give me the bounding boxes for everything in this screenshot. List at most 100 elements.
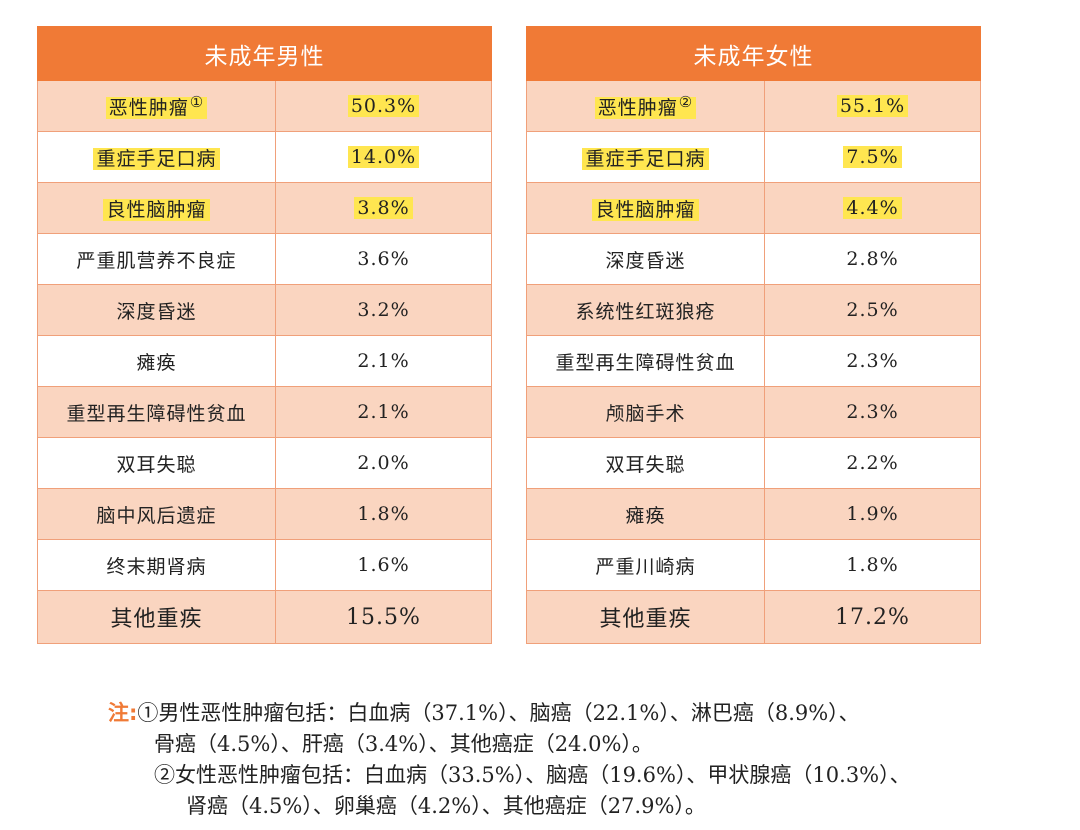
table-row: 瘫痪 1.9% [526,488,981,540]
table-row: 双耳失聪 2.0% [37,437,492,489]
table-row: 深度昏迷 2.8% [526,233,981,285]
table-row: 脑中风后遗症 1.8% [37,488,492,540]
highlight-mark: 4.4% [843,197,902,219]
disease-name: 脑中风后遗症 [96,504,217,527]
table-row: 终末期肾病 1.6% [37,539,492,591]
table-row: 重型再生障碍性贫血 2.1% [37,386,492,438]
percentage-cell: 17.2% [764,590,981,644]
percentage-value: 1.8% [846,554,899,576]
percentage-value: 3.2% [357,299,410,321]
percentage-cell: 2.1% [275,335,492,387]
percentage-cell: 2.3% [764,335,981,387]
percentage-cell: 7.5% [764,131,981,183]
percentage-value: 50.3% [350,95,417,117]
percentage-cell: 2.5% [764,284,981,336]
percentage-value: 2.1% [357,350,410,372]
percentage-cell: 2.8% [764,233,981,285]
disease-name: 颅脑手术 [605,402,686,425]
highlight-mark: 14.0% [347,146,420,168]
disease-name: 深度昏迷 [605,249,686,272]
female-table: 未成年女性 恶性肿瘤② 55.1% 重症手足口病 7.5% 良性脑肿瘤 4.4% 深度昏迷 2… [526,26,981,644]
table-row: 其他重疾 15.5% [37,590,492,644]
disease-name: 系统性红斑狼疮 [575,300,716,323]
disease-name-cell: 系统性红斑狼疮 [526,284,765,336]
percentage-cell: 2.3% [764,386,981,438]
percentage-value: 3.8% [357,197,410,219]
male-table: 未成年男性 恶性肿瘤① 50.3% 重症手足口病 14.0% 良性脑肿瘤 3.8% 严重肌营… [37,26,492,644]
table-row: 严重肌营养不良症 3.6% [37,233,492,285]
disease-name-cell: 重型再生障碍性贫血 [526,335,765,387]
table-row: 系统性红斑狼疮 2.5% [526,284,981,336]
highlight-mark: 7.5% [843,146,902,168]
percentage-value: 2.1% [357,401,410,423]
percentage-cell: 1.8% [764,539,981,591]
disease-name: 严重川崎病 [595,555,696,578]
table-row: 良性脑肿瘤 3.8% [37,182,492,234]
percentage-value: 2.5% [846,299,899,321]
percentage-cell: 1.8% [275,488,492,540]
percentage-value: 2.3% [846,350,899,372]
percentage-cell: 3.6% [275,233,492,285]
percentage-value: 4.4% [846,197,899,219]
table-row: 瘫痪 2.1% [37,335,492,387]
percentage-cell: 2.2% [764,437,981,489]
highlight-mark: 50.3% [347,95,420,117]
male-table-header: 未成年男性 [37,26,492,81]
disease-name-cell: 恶性肿瘤① [37,80,276,132]
highlight-mark: 55.1% [836,95,909,117]
highlight-mark: 良性脑肿瘤 [592,198,699,221]
percentage-cell: 15.5% [275,590,492,644]
table-row: 恶性肿瘤① 50.3% [37,80,492,132]
female-table-header: 未成年女性 [526,26,981,81]
disease-name: 良性脑肿瘤 [106,198,207,221]
percentage-cell: 50.3% [275,80,492,132]
disease-name-cell: 瘫痪 [526,488,765,540]
percentage-value: 1.6% [357,554,410,576]
percentage-value: 15.5% [346,604,421,630]
percentage-cell: 55.1% [764,80,981,132]
percentage-cell: 1.6% [275,539,492,591]
percentage-value: 14.0% [350,146,417,168]
disease-name-cell: 双耳失聪 [37,437,276,489]
percentage-value: 1.8% [357,503,410,525]
percentage-value: 2.3% [846,401,899,423]
disease-name-cell: 颅脑手术 [526,386,765,438]
disease-name: 重型再生障碍性贫血 [66,402,247,425]
disease-name: 良性脑肿瘤 [595,198,696,221]
highlight-mark: 恶性肿瘤① [105,93,208,119]
disease-name: 终末期肾病 [106,555,207,578]
disease-name-cell: 其他重疾 [37,590,276,644]
disease-name: 双耳失聪 [116,453,197,476]
percentage-cell: 2.0% [275,437,492,489]
disease-name: 重症手足口病 [585,147,706,170]
disease-name-cell: 恶性肿瘤② [526,80,765,132]
footnote-line-3: ②女性恶性肿瘤包括：白血病（33.5%）、脑癌（19.6%）、甲状腺癌（10.3… [154,763,911,787]
percentage-value: 2.0% [357,452,410,474]
footnote-line-1: 注:①男性恶性肿瘤包括：白血病（37.1%）、脑癌（22.1%）、淋巴癌（8.9… [108,698,1048,729]
table-row: 重型再生障碍性贫血 2.3% [526,335,981,387]
note-label: 注: [108,701,138,725]
disease-name: 重症手足口病 [96,147,217,170]
percentage-value: 3.6% [357,248,410,270]
percentage-value: 2.8% [846,248,899,270]
disease-name: 双耳失聪 [605,453,686,476]
percentage-cell: 3.8% [275,182,492,234]
percentage-cell: 4.4% [764,182,981,234]
percentage-value: 55.1% [839,95,906,117]
table-row: 恶性肿瘤② 55.1% [526,80,981,132]
disease-name-cell: 脑中风后遗症 [37,488,276,540]
footnote-marker: ① [189,92,205,111]
disease-name: 其他重疾 [599,607,692,632]
table-row: 重症手足口病 14.0% [37,131,492,183]
percentage-cell: 1.9% [764,488,981,540]
table-row: 深度昏迷 3.2% [37,284,492,336]
disease-name-cell: 严重川崎病 [526,539,765,591]
disease-name-cell: 良性脑肿瘤 [526,182,765,234]
disease-name: 严重肌营养不良症 [76,249,237,272]
disease-name-cell: 其他重疾 [526,590,765,644]
highlight-mark: 恶性肿瘤② [594,93,697,119]
disease-name-cell: 终末期肾病 [37,539,276,591]
percentage-value: 7.5% [846,146,899,168]
footnote-line-4: 肾癌（4.5%）、卵巢癌（4.2%）、其他癌症（27.9%）。 [186,794,706,818]
disease-name: 深度昏迷 [116,300,197,323]
